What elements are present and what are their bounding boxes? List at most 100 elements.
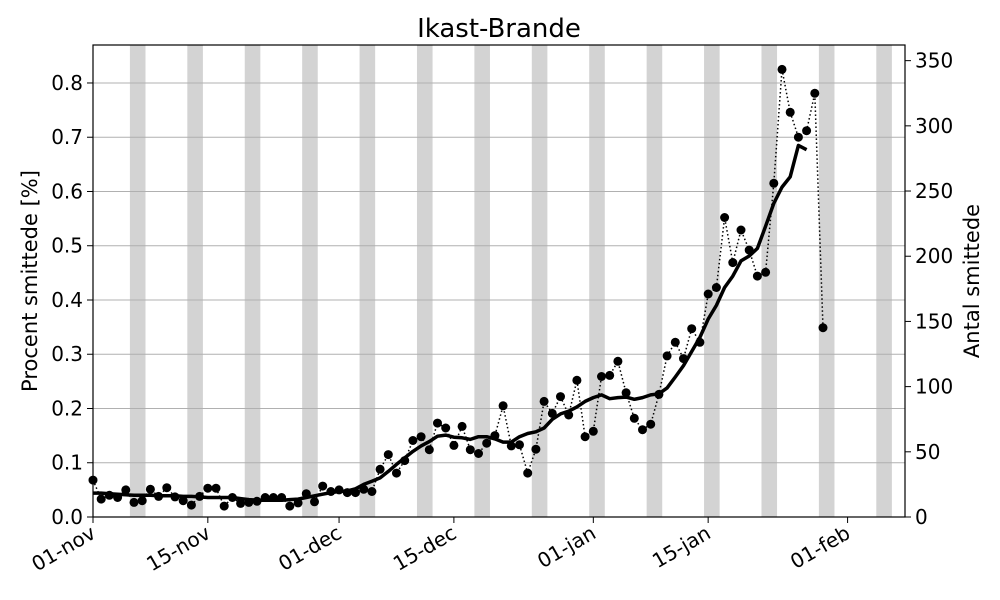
weekend-band-2 — [244, 45, 261, 517]
right-tick-label: 200 — [915, 244, 953, 268]
daily-point-89 — [818, 323, 828, 333]
weekend-band-5 — [416, 45, 433, 517]
weekend-band-6 — [474, 45, 490, 517]
daily-point-63 — [605, 370, 615, 380]
daily-point-39 — [408, 436, 418, 445]
weekend-band-0 — [129, 45, 146, 517]
daily-point-85 — [785, 107, 795, 117]
weekend-band-9 — [646, 45, 663, 517]
daily-point-77 — [720, 213, 730, 222]
left-tick-label: 0.2 — [51, 396, 83, 420]
daily-point-76 — [711, 283, 721, 292]
daily-point-68 — [646, 419, 656, 429]
left-tick-label: 0.5 — [51, 234, 83, 258]
daily-point-75 — [703, 289, 713, 299]
daily-point-47 — [474, 449, 483, 458]
right-axis-label: Antal smittede — [960, 204, 984, 358]
daily-point-64 — [613, 356, 623, 366]
daily-point-12 — [186, 500, 196, 510]
left-axis-label: Procent smittede [%] — [18, 170, 42, 392]
left-axis-ticks: 0.0 0.1 0.2 0.3 0.4 0.5 0.6 0.7 0.8 — [51, 71, 93, 529]
daily-point-67 — [638, 425, 647, 435]
daily-point-27 — [310, 497, 319, 507]
weekend-band-8 — [589, 45, 605, 517]
daily-point-46 — [465, 445, 475, 455]
daily-point-45 — [457, 421, 467, 431]
daily-point-44 — [449, 440, 459, 450]
weekend-band-3 — [302, 45, 318, 517]
right-tick-label: 250 — [915, 179, 953, 203]
daily-point-66 — [629, 413, 639, 423]
daily-point-42 — [433, 418, 442, 428]
series-layer — [88, 64, 828, 511]
daily-point-4 — [121, 485, 131, 495]
weekend-band-4 — [359, 45, 376, 517]
daily-point-62 — [597, 372, 606, 381]
daily-point-28 — [318, 481, 328, 491]
daily-point-59 — [572, 375, 582, 385]
left-tick-label: 0.3 — [51, 342, 83, 366]
weekend-band-11 — [761, 45, 778, 517]
left-tick-label: 0.7 — [51, 125, 83, 149]
left-tick-label: 0.1 — [51, 451, 83, 475]
daily-point-86 — [793, 132, 803, 142]
daily-point-41 — [424, 445, 434, 455]
daily-point-71 — [670, 337, 680, 347]
daily-point-40 — [416, 432, 426, 442]
daily-point-53 — [523, 468, 533, 478]
daily-point-34 — [367, 487, 377, 496]
daily-point-61 — [588, 426, 598, 436]
daily-point-82 — [761, 267, 771, 277]
right-tick-label: 0 — [915, 505, 928, 529]
daily-point-9 — [162, 483, 172, 493]
daily-point-81 — [752, 271, 762, 281]
daily-point-54 — [531, 444, 541, 454]
right-axis-ticks: 0 50 100 150 200 250 300 350 — [905, 49, 953, 529]
weekend-band-13 — [876, 45, 892, 517]
daily-point-65 — [621, 388, 631, 398]
weekend-band-12 — [818, 45, 835, 517]
daily-point-5 — [129, 497, 139, 507]
daily-point-78 — [728, 258, 738, 268]
daily-point-35 — [375, 464, 385, 474]
daily-point-14 — [203, 483, 213, 493]
weekend-band-1 — [187, 45, 203, 517]
daily-point-36 — [383, 450, 393, 460]
daily-point-55 — [539, 396, 549, 406]
chart-title: Ikast-Brande — [417, 14, 581, 44]
daily-point-57 — [556, 392, 565, 402]
daily-point-79 — [736, 225, 746, 235]
daily-point-52 — [515, 440, 524, 450]
daily-point-56 — [547, 408, 557, 418]
plot-frame — [92, 44, 906, 518]
daily-point-24 — [285, 501, 295, 511]
daily-point-73 — [687, 324, 697, 334]
daily-point-18 — [236, 498, 246, 508]
left-tick-label: 0.6 — [51, 179, 83, 203]
daily-point-84 — [777, 64, 787, 74]
right-tick-label: 300 — [915, 114, 953, 138]
rolling-average-line — [93, 143, 808, 502]
daily-point-88 — [810, 88, 820, 98]
left-tick-label: 0.4 — [51, 288, 83, 312]
right-tick-label: 100 — [915, 375, 953, 399]
daily-point-1 — [96, 494, 106, 504]
daily-point-43 — [441, 423, 451, 433]
daily-point-48 — [482, 438, 492, 448]
daily-point-16 — [219, 501, 229, 511]
daily-point-37 — [392, 468, 401, 478]
right-tick-label: 150 — [915, 309, 953, 333]
daily-point-70 — [662, 351, 672, 361]
weekend-band-10 — [704, 45, 720, 517]
daily-point-50 — [498, 401, 508, 411]
right-tick-label: 50 — [915, 440, 940, 464]
right-tick-label: 350 — [915, 49, 953, 73]
daily-point-6 — [137, 496, 147, 506]
left-tick-label: 0.8 — [51, 71, 83, 95]
daily-point-7 — [145, 484, 155, 494]
daily-point-15 — [211, 483, 221, 493]
daily-point-83 — [769, 178, 779, 188]
daily-point-11 — [178, 496, 188, 506]
left-tick-label: 0.0 — [51, 505, 83, 529]
